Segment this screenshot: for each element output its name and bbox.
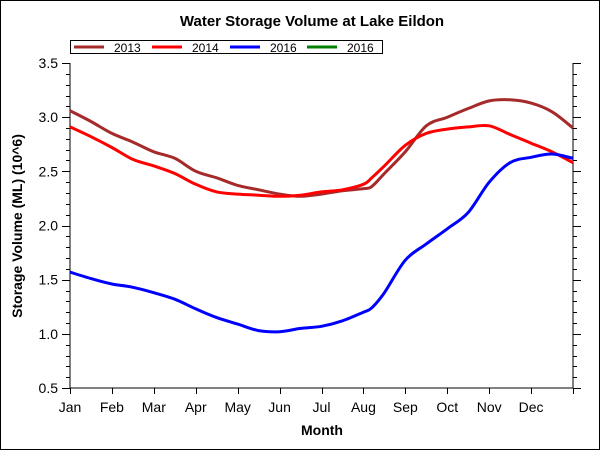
y-tick-label: 2.5 <box>39 163 59 179</box>
x-tick-label: Feb <box>100 399 124 415</box>
legend-label-2: 2016 <box>270 41 297 55</box>
y-tick-label: 1.0 <box>39 326 59 342</box>
x-tick-label: Nov <box>477 399 502 415</box>
x-tick-label: Aug <box>351 399 376 415</box>
x-tick-label: Jul <box>313 399 331 415</box>
x-tick-label: Jun <box>268 399 291 415</box>
axes: 0.5 1.0 1.5 2.0 2.5 3.0 3.5 Jan Feb Mar Apr May Jun J… <box>39 55 581 415</box>
legend-label-3: 2016 <box>347 41 374 55</box>
x-tick-label: Oct <box>436 399 458 415</box>
y-tick-label: 1.5 <box>39 272 59 288</box>
y-axis-title: Storage Volume (ML) (10^6) <box>9 134 25 318</box>
series-line-2016-2 <box>69 152 574 334</box>
x-tick-label: Apr <box>185 399 207 415</box>
y-tick-label: 3.0 <box>39 109 59 125</box>
x-axis-title: Month <box>301 422 343 438</box>
y-tick-label: 0.5 <box>39 380 59 396</box>
x-tick-label: Sep <box>393 399 418 415</box>
series-group <box>69 98 574 334</box>
chart-title: Water Storage Volume at Lake Eildon <box>180 13 444 30</box>
legend-label-0: 2013 <box>114 41 141 55</box>
legend-label-1: 2014 <box>192 41 219 55</box>
x-tick-label: May <box>224 399 250 415</box>
x-tick-label: Jan <box>59 399 82 415</box>
y-tick-label: 2.0 <box>39 218 59 234</box>
y-tick-label: 3.5 <box>39 55 59 71</box>
x-tick-label: Dec <box>519 399 544 415</box>
series-line-2013-0 <box>69 98 574 198</box>
x-tick-label: Mar <box>142 399 166 415</box>
series-line-2014-1 <box>69 123 574 198</box>
legend-box <box>70 40 383 54</box>
legend: 2013 2014 2016 2016 <box>70 40 383 55</box>
